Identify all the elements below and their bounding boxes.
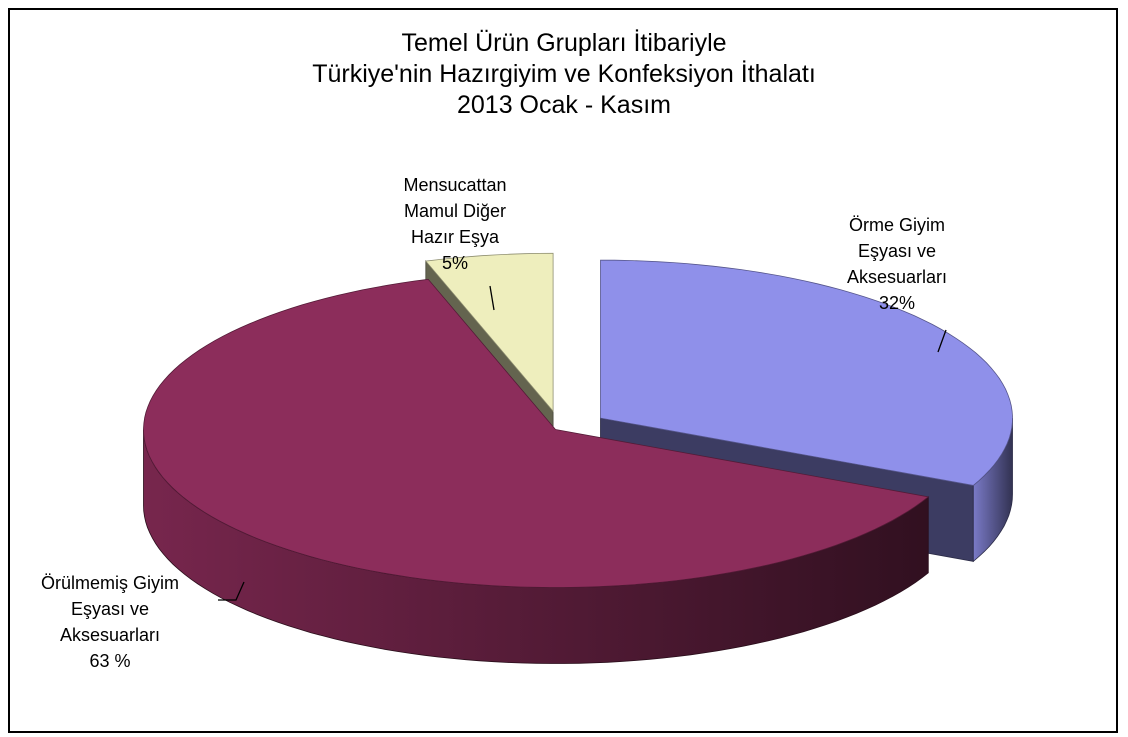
slice-name: Örme Giyim Eşyası ve Aksesuarları [846, 215, 948, 287]
slice-value: 32% [878, 293, 916, 313]
leader-lines [218, 285, 947, 601]
slice-label: Mensucattan Mamul Diğer Hazır Eşya 5% [403, 172, 506, 276]
slice-top [600, 259, 1013, 486]
slice-value: 5% [441, 253, 468, 273]
slice-value: 63 % [89, 651, 131, 671]
chart-frame [8, 8, 1118, 733]
slice-name: Örülmemiş Giyim Eşyası ve Aksesuarları [41, 573, 179, 645]
pie [143, 252, 1013, 664]
slice [143, 278, 930, 664]
slice-label: Örülmemiş Giyim Eşyası ve Aksesuarları 63… [41, 570, 179, 674]
leader-line [218, 581, 245, 601]
leader-line [489, 285, 495, 311]
chart-title: Temel Ürün Grupları İtibariyle Türkiye'n… [312, 29, 816, 119]
leader-line [937, 329, 947, 353]
slice-name: Mensucattan Mamul Diğer Hazır Eşya [403, 175, 507, 247]
slice-top [425, 252, 554, 413]
slice-top [143, 278, 930, 588]
slice-label: Örme Giyim Eşyası ve Aksesuarları 32% [847, 212, 947, 316]
